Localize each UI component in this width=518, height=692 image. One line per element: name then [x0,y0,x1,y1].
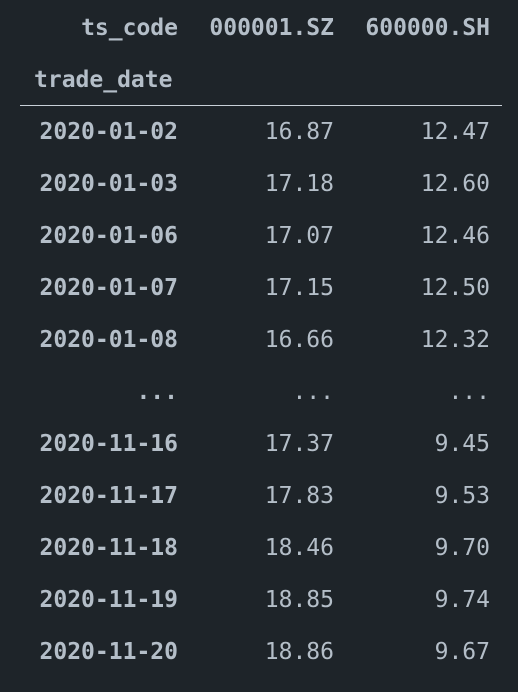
table-row: 2020-01-03 17.18 12.60 [0,158,518,210]
row-index-date: 2020-11-17 [39,483,178,509]
cell-000001-sz: 17.07 [264,223,334,249]
table-row: 2020-11-19 18.85 9.74 [0,574,518,626]
cell-600000-sh: 12.60 [420,171,490,197]
header-divider [20,105,502,106]
cell-600000-sh: 9.67 [434,639,490,665]
cell-600000-sh: ... [448,379,490,405]
cell-600000-sh: 9.45 [434,431,490,457]
index-name-label: trade_date [34,67,173,93]
table-row: 2020-01-08 16.66 12.32 [0,314,518,366]
row-index-date: 2020-01-08 [39,327,178,353]
cell-600000-sh: 9.53 [434,483,490,509]
table-row: 2020-11-17 17.83 9.53 [0,470,518,522]
table-row: 2020-01-02 16.87 12.47 [0,106,518,158]
table-row: 2020-01-07 17.15 12.50 [0,262,518,314]
column-header-000001-sz: 000001.SZ [209,15,334,41]
row-index-date: 2020-11-20 [39,639,178,665]
cell-000001-sz: 17.83 [264,483,334,509]
cell-000001-sz: 17.18 [264,171,334,197]
table-row: 2020-11-18 18.46 9.70 [0,522,518,574]
cell-000001-sz: 18.46 [264,535,334,561]
column-header-600000-sh: 600000.SH [365,15,490,41]
cell-600000-sh: 12.50 [420,275,490,301]
cell-600000-sh: 9.74 [434,587,490,613]
row-index-date: 2020-01-03 [39,171,178,197]
cell-600000-sh: 12.32 [420,327,490,353]
row-index-date: 2020-01-06 [39,223,178,249]
cell-000001-sz: 18.85 [264,587,334,613]
table-row: ......... [0,366,518,418]
row-index-date: 2020-11-18 [39,535,178,561]
row-index-date: ... [136,379,178,405]
cell-600000-sh: 9.70 [434,535,490,561]
cell-600000-sh: 12.46 [420,223,490,249]
column-header-row: ts_code 000001.SZ 600000.SH [0,2,518,54]
row-index-date: 2020-11-19 [39,587,178,613]
cell-000001-sz: 16.66 [264,327,334,353]
row-index-date: 2020-01-07 [39,275,178,301]
cell-000001-sz: 17.15 [264,275,334,301]
cell-600000-sh: 12.47 [420,119,490,145]
cell-000001-sz: 18.86 [264,639,334,665]
columns-name-label: ts_code [81,15,178,41]
row-index-date: 2020-11-16 [39,431,178,457]
table-row: 2020-11-16 17.37 9.45 [0,418,518,470]
table-row: 2020-11-20 18.86 9.67 [0,626,518,678]
table-row: 2020-01-06 17.07 12.46 [0,210,518,262]
row-index-date: 2020-01-02 [39,119,178,145]
cell-000001-sz: 17.37 [264,431,334,457]
cell-000001-sz: 16.87 [264,119,334,145]
index-name-row: trade_date [0,54,518,106]
cell-000001-sz: ... [292,379,334,405]
